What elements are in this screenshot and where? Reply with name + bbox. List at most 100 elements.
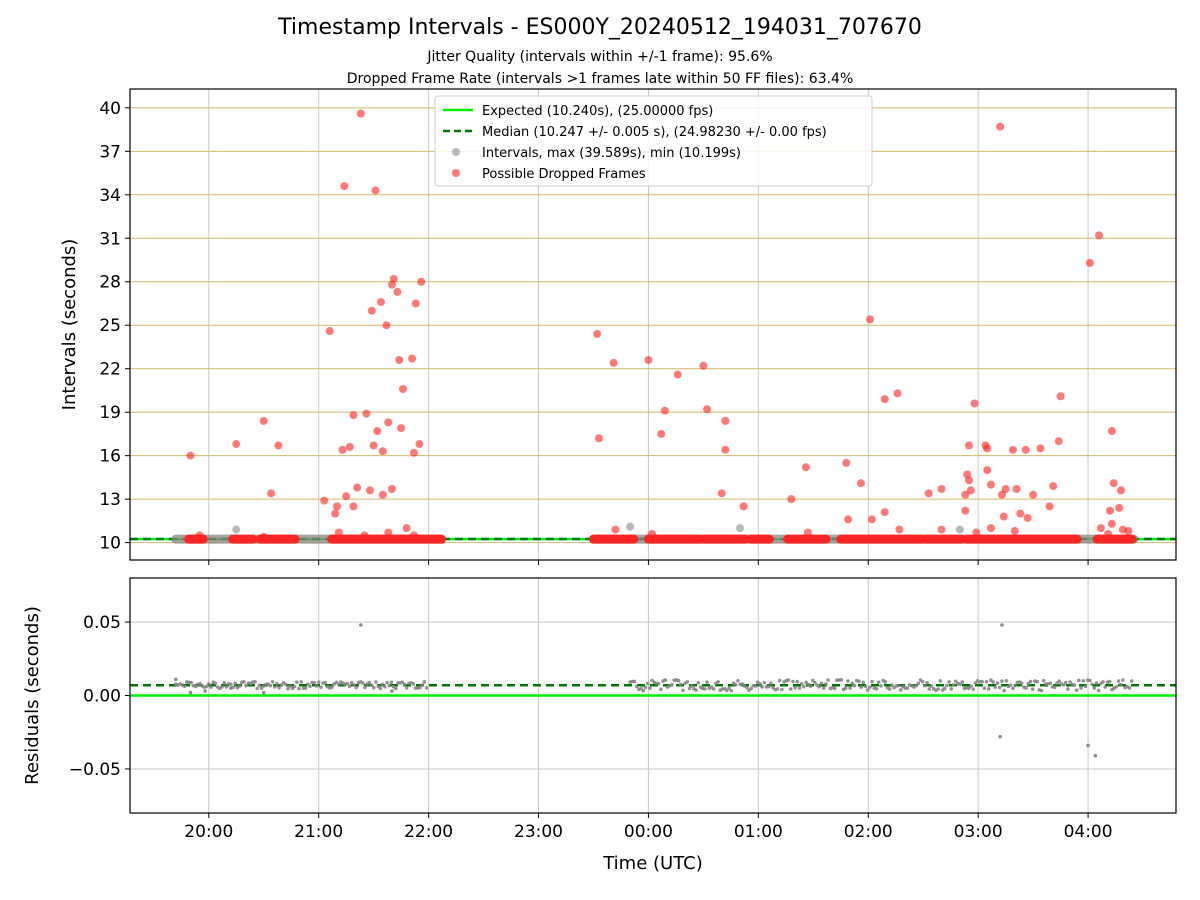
residual-point <box>676 678 681 683</box>
residual-point <box>656 681 661 686</box>
dropped-frame-point <box>259 532 268 541</box>
dropped-frame-point <box>259 416 268 425</box>
residual-point <box>762 680 767 685</box>
dropped-frame-point <box>1012 484 1021 493</box>
residual-point <box>887 687 892 691</box>
residual-point <box>224 685 229 689</box>
residual-point <box>859 685 863 689</box>
residual-point <box>938 679 943 683</box>
residual-point <box>925 680 929 685</box>
residual-point <box>863 684 868 689</box>
residual-point <box>749 686 753 691</box>
dropped-frame-point <box>1049 482 1058 491</box>
residual-point <box>1035 679 1039 684</box>
residual-point <box>927 687 932 691</box>
residual-point <box>843 686 848 690</box>
legend: Expected (10.240s), (25.00000 fps) Median… <box>434 95 873 187</box>
residual-point <box>244 683 248 688</box>
dropped-frame-point <box>880 508 889 517</box>
dropped-frame-point <box>937 525 946 534</box>
dropped-frame-point <box>964 476 973 485</box>
residual-point <box>1096 688 1101 693</box>
residual-point <box>802 684 806 689</box>
dropped-frame-point <box>334 528 343 537</box>
dropped-frame-point <box>331 509 340 518</box>
residual-point <box>890 683 894 687</box>
dropped-frame-point <box>1008 445 1017 454</box>
residual-point <box>319 685 323 690</box>
residual-point <box>189 680 193 685</box>
residual-point <box>857 679 861 683</box>
dropped-frame-point <box>609 358 618 367</box>
residual-point <box>369 683 374 688</box>
dropped-frame-point <box>924 489 933 498</box>
residual-point <box>703 687 707 691</box>
dropped-frame-point <box>893 389 902 398</box>
residual-point <box>299 680 303 684</box>
dropped-frame-point <box>644 356 653 365</box>
dropped-frame-point <box>186 451 195 460</box>
dropped-frame-point <box>345 442 354 451</box>
residual-point <box>1004 679 1009 683</box>
residual-point <box>947 680 951 684</box>
dropped-frame-point <box>721 445 730 454</box>
dropped-frame-point <box>856 479 865 488</box>
residual-point <box>363 685 367 690</box>
residual-point <box>929 684 934 688</box>
residual-point <box>898 688 903 692</box>
dropped-frame-point <box>384 528 393 537</box>
residual-point <box>1129 679 1134 683</box>
dropped-frame-point <box>717 489 726 498</box>
residual-point <box>323 680 328 685</box>
x-tick-label: 22:00 <box>404 822 453 842</box>
dropped-frame-point <box>367 306 376 315</box>
dropped-frame-point <box>398 384 407 393</box>
residual-point <box>204 684 209 689</box>
dropped-frame-point <box>964 441 973 450</box>
residual-point <box>1127 686 1132 690</box>
dropped-frame-point <box>378 447 387 456</box>
residual-point <box>1000 679 1004 683</box>
dropped-frame-point <box>866 315 875 324</box>
residual-point <box>1030 687 1035 691</box>
residual-point <box>694 688 698 692</box>
residual-point <box>643 685 648 690</box>
residual-point <box>760 685 764 689</box>
residual-point <box>268 683 273 688</box>
residual-point <box>793 685 797 690</box>
residual-point <box>817 685 822 689</box>
residual-point <box>678 682 683 687</box>
dropped-frame-point <box>593 329 602 338</box>
dropped-frame-point <box>983 444 992 453</box>
residual-point <box>371 685 376 690</box>
dropped-frame-point <box>1096 524 1105 533</box>
residual-point <box>1090 682 1094 687</box>
chart-title: Timestamp Intervals - ES000Y_20240512_19… <box>278 15 922 40</box>
residual-point <box>308 684 312 689</box>
residual-point <box>729 688 734 693</box>
dropped-frame-point <box>699 361 708 370</box>
dropped-frame-point <box>409 531 418 540</box>
residual-point <box>1072 683 1077 687</box>
residual-point <box>905 686 910 690</box>
residual-point <box>237 684 242 688</box>
residual-point <box>1024 686 1028 690</box>
dropped-frame-point <box>274 441 283 450</box>
residual-point <box>261 690 266 695</box>
residual-point <box>998 734 1002 739</box>
residual-point <box>422 680 427 684</box>
residual-point <box>791 679 795 684</box>
residual-point <box>1116 679 1121 683</box>
residual-point <box>411 682 416 686</box>
y-tick-label: 10 <box>99 534 121 554</box>
residual-point <box>861 680 866 685</box>
residual-point <box>958 682 962 687</box>
residual-point <box>1103 685 1108 689</box>
residual-point <box>826 678 830 682</box>
residual-point <box>986 687 991 691</box>
dropped-frame-point <box>996 122 1005 131</box>
residual-point <box>852 683 857 688</box>
residual-point <box>400 680 405 685</box>
residual-point <box>1011 686 1015 691</box>
